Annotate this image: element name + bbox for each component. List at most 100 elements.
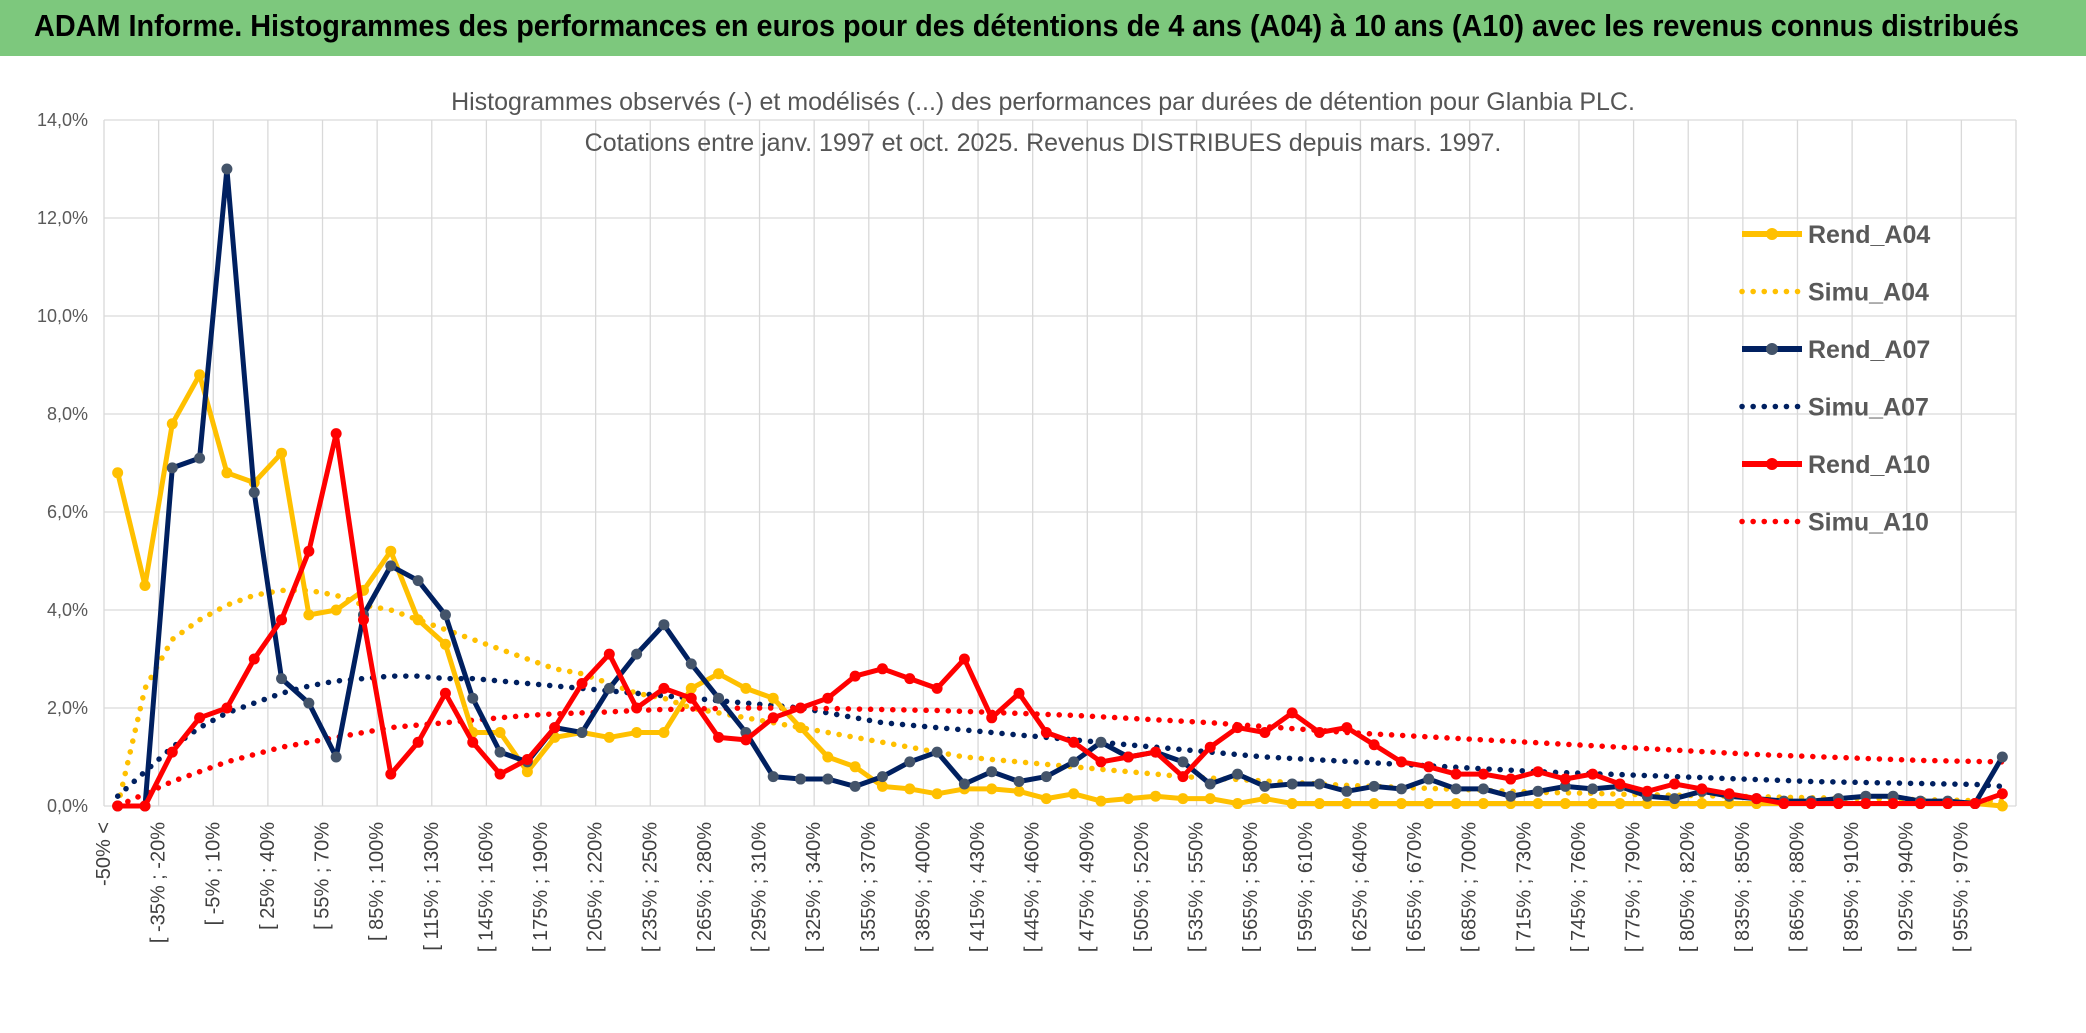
rend-a07-point xyxy=(494,746,506,758)
rend-a07-point xyxy=(1450,783,1462,795)
rend-a10-point xyxy=(139,800,151,812)
rend-a10-point xyxy=(357,614,369,626)
rend-a04-point xyxy=(1559,798,1571,810)
rend-a10-point xyxy=(1450,768,1462,780)
x-tick-label: [ 685% ; 700% xyxy=(1459,822,1481,952)
rend-a10-point xyxy=(1040,727,1052,738)
rend-a10-point xyxy=(658,682,670,694)
rend-a07-point xyxy=(1177,756,1189,768)
rend-a04-point xyxy=(1477,798,1489,810)
rend-a10-point xyxy=(1723,788,1735,800)
rend-a04-point xyxy=(439,638,451,650)
x-tick-label: [ 925% ; 940% xyxy=(1896,822,1918,952)
legend-item-simu-a04: Simu_A04 xyxy=(1739,279,1929,307)
simu-a10-line xyxy=(114,705,2006,809)
rend-a10-point xyxy=(986,712,998,724)
rend-a10-point xyxy=(1177,771,1189,783)
x-tick-label: [ 265% ; 280% xyxy=(694,822,716,952)
rend-a07-point xyxy=(1232,768,1244,780)
legend-item-rend-a07: Rend_A07 xyxy=(1742,336,1930,364)
rend-a07-point xyxy=(1068,756,1080,768)
rend-a10-point xyxy=(740,734,752,746)
rend-a04-point xyxy=(904,783,916,795)
rend-a10-point xyxy=(166,746,178,758)
rend-a04-point xyxy=(1587,798,1599,810)
rend-a07-point xyxy=(849,780,861,792)
x-tick-label: [ 445% ; 460% xyxy=(1022,822,1044,952)
rend-a04-point xyxy=(1150,790,1162,802)
rend-a04-point xyxy=(139,580,151,591)
rend-a04-point xyxy=(521,766,533,778)
rend-a10-point xyxy=(1559,773,1571,785)
rend-a04-point xyxy=(1040,793,1052,805)
rend-a10-point xyxy=(1532,766,1544,778)
rend-a10-point xyxy=(1860,798,1872,810)
rend-a07-point xyxy=(467,692,479,704)
x-tick-label: [ 235% ; 250% xyxy=(639,822,661,952)
histogram-chart: 0,0% 2,0% 4,0% 6,0% 8,0% 10,0% 12,0% 14,0% -50%… xyxy=(0,56,2086,1033)
rend-a10-point xyxy=(1286,707,1298,719)
rend-a04-point xyxy=(849,761,861,773)
rend-a10-point xyxy=(1423,761,1435,773)
rend-a07-point xyxy=(276,673,288,685)
rend-a07-point xyxy=(1286,778,1298,790)
rend-a07-point xyxy=(1040,771,1052,783)
rend-a07-point xyxy=(822,773,834,785)
rend-a04-point xyxy=(1259,793,1271,805)
rend-a10-point xyxy=(1805,798,1817,810)
rend-a10-point xyxy=(1996,788,2008,800)
rend-a07-point xyxy=(194,452,206,464)
rend-a07-point xyxy=(1532,785,1544,797)
rend-a07-point xyxy=(1423,773,1435,785)
rend-a04-point xyxy=(1532,798,1544,810)
x-tick-label: [ 145% ; 160% xyxy=(475,822,497,952)
x-tick-label: [ 655% ; 670% xyxy=(1404,822,1426,952)
rend-a10-point xyxy=(1505,773,1517,785)
rend-a04-point xyxy=(876,780,888,792)
rend-a10-point xyxy=(549,722,561,734)
legend-label: Simu_A10 xyxy=(1808,509,1929,537)
x-tick-label: [ 775% ; 790% xyxy=(1623,822,1645,952)
x-tick-label: [ 205% ; 220% xyxy=(585,822,607,952)
rend-a10-point xyxy=(849,670,861,682)
y-tick-label: 14,0% xyxy=(37,110,88,130)
rend-a10-point xyxy=(303,545,315,557)
y-tick-label: 4,0% xyxy=(47,600,88,620)
rend-a04-point xyxy=(1204,793,1216,805)
rend-a04-point xyxy=(1341,798,1353,810)
x-tick-label: [ 895% ; 910% xyxy=(1841,822,1863,952)
rend-a10-point xyxy=(330,428,342,440)
rend-a04-point xyxy=(1313,798,1325,810)
rend-a07-point xyxy=(1095,736,1107,748)
legend-item-rend-a10: Rend_A10 xyxy=(1742,451,1930,479)
rend-a07-point xyxy=(1587,783,1599,795)
rend-a07-point xyxy=(603,682,615,694)
x-tick-label: [ 505% ; 520% xyxy=(1131,822,1153,952)
rend-a10-line xyxy=(117,431,2004,809)
rend-a10-point xyxy=(1368,739,1380,751)
rend-a04-point xyxy=(1696,798,1708,810)
x-tick-label: [ 835% ; 850% xyxy=(1732,822,1754,952)
rend-a04-line xyxy=(115,372,2003,809)
report-title: ADAM Informe. Histogrammes des performan… xyxy=(34,8,2020,43)
rend-a04-point xyxy=(1013,785,1025,797)
x-tick-label: [ 55% ; 70% xyxy=(312,822,334,930)
rend-a04-point xyxy=(412,614,424,626)
rend-a04-point xyxy=(631,727,643,738)
rend-a04-point xyxy=(1095,795,1107,807)
rend-a07-point xyxy=(248,486,260,498)
rend-a07-point xyxy=(1996,751,2008,763)
x-tick-label: [ 745% ; 760% xyxy=(1568,822,1590,952)
rend-a07-point xyxy=(631,648,643,660)
rend-a10-point xyxy=(795,702,807,714)
x-tick-label: [ 865% ; 880% xyxy=(1786,822,1808,952)
y-axis: 0,0% 2,0% 4,0% 6,0% 8,0% 10,0% 12,0% 14,0% xyxy=(37,110,88,816)
y-tick-label: 2,0% xyxy=(47,698,88,718)
legend-marker xyxy=(1766,458,1778,470)
legend-label: Simu_A07 xyxy=(1808,394,1929,422)
rend-a07-point xyxy=(412,575,424,587)
legend-label: Rend_A10 xyxy=(1808,451,1930,479)
rend-a04-point xyxy=(494,727,506,738)
rend-a10-point xyxy=(1395,756,1407,768)
rend-a07-point xyxy=(1669,793,1681,805)
